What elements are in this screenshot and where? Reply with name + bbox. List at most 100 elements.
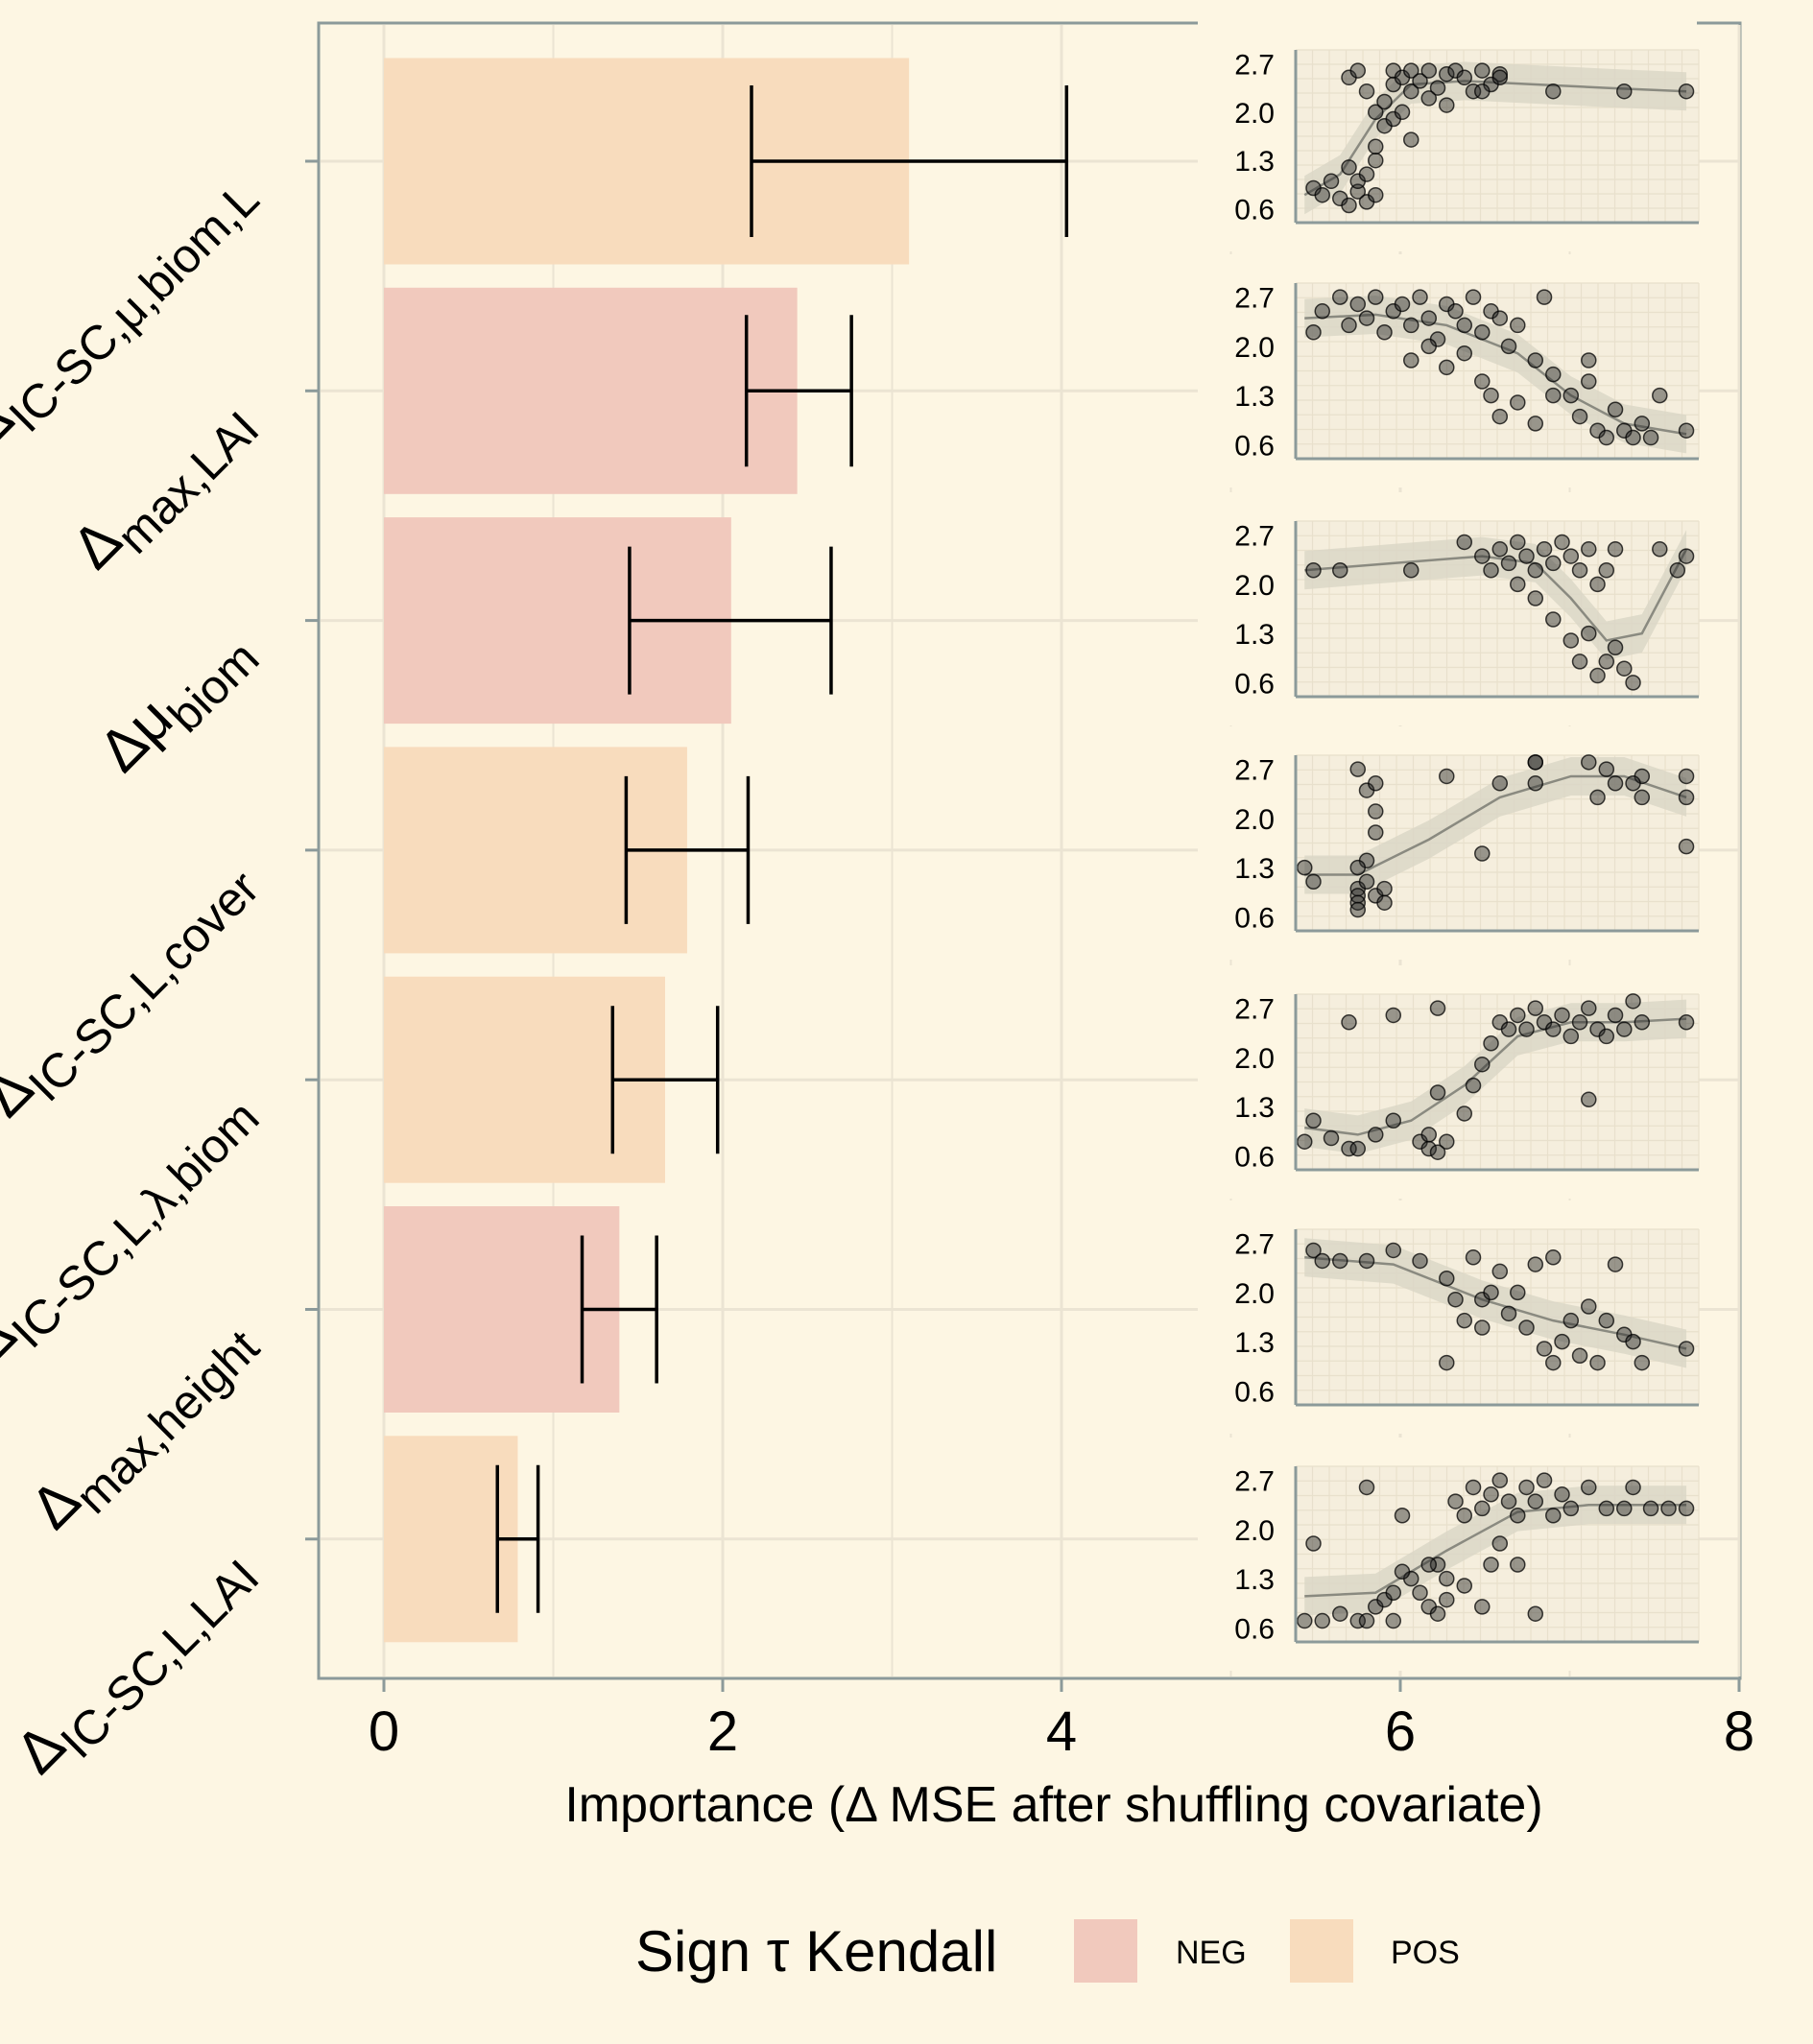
inset-point (1589, 667, 1606, 684)
inset-point (1571, 1347, 1588, 1365)
inset-point (1332, 289, 1348, 305)
inset-point (1545, 1507, 1562, 1524)
inset-point (1545, 83, 1562, 100)
inset-point (1349, 859, 1367, 876)
inset-point (1545, 387, 1562, 404)
y-tick-label: Δμbiom (86, 612, 270, 796)
inset-point (1439, 65, 1455, 83)
inset-point (1634, 1014, 1651, 1031)
inset-point (1412, 1584, 1428, 1602)
inset-point (1589, 576, 1606, 593)
inset-tick-label: 2.0 (1234, 98, 1275, 130)
inset-confidence-band (1304, 295, 1687, 454)
inset-tick-label: 1.3 (1234, 146, 1275, 178)
inset-point (1368, 803, 1384, 820)
inset-point (1536, 1341, 1553, 1357)
inset-point (1598, 429, 1615, 446)
inset-point (1376, 894, 1393, 911)
inset-point (1314, 1252, 1331, 1270)
inset-point (1500, 555, 1517, 572)
inset-point (1678, 789, 1695, 806)
inset-confidence-band (1304, 1485, 1687, 1616)
inset-point (1474, 373, 1491, 390)
inset-point (1510, 576, 1526, 593)
inset-tick-label: 0.6 (1234, 430, 1275, 462)
inset-tick-label: 2.7 (1234, 1229, 1275, 1261)
inset-point (1571, 561, 1588, 579)
inset-point (1581, 352, 1597, 368)
inset-point (1332, 1605, 1348, 1622)
inset-point (1376, 93, 1393, 110)
x-tick-label: 4 (1046, 1700, 1077, 1763)
inset-point (1474, 1599, 1491, 1615)
inset-point (1518, 1319, 1535, 1336)
inset-point (1465, 1077, 1482, 1094)
inset-point (1341, 159, 1357, 176)
inset-point (1368, 775, 1384, 792)
inset-point (1634, 1354, 1651, 1371)
inset-tick-label: 2.0 (1234, 1278, 1275, 1310)
inset-point (1660, 1500, 1677, 1517)
inset-point (1323, 1129, 1340, 1147)
inset-point (1349, 62, 1367, 79)
inset-point (1527, 1000, 1544, 1016)
inset-point (1607, 639, 1624, 656)
inset-point (1491, 69, 1509, 86)
inset-tick-label: 2.7 (1234, 49, 1275, 81)
inset-point (1518, 548, 1535, 564)
inset-point (1474, 1056, 1491, 1073)
inset-tick-label: 2.0 (1234, 570, 1275, 602)
inset-point (1616, 1500, 1633, 1517)
legend-key (1290, 1919, 1353, 1983)
inset-point (1500, 1493, 1517, 1509)
inset-point (1403, 62, 1419, 79)
inset-plot: 2.7 2.0 1.3 0.6 (1198, 1200, 1700, 1434)
inset-point (1394, 1563, 1411, 1581)
inset-point (1678, 838, 1695, 855)
inset-point (1349, 1140, 1367, 1157)
inset-point (1439, 359, 1455, 376)
inset-point (1305, 1112, 1322, 1129)
inset-point (1554, 1486, 1570, 1503)
inset-point (1510, 1557, 1526, 1573)
y-axis: ΔIC-SC,μ,biom,LΔmax,LAIΔμbiomΔIC-SC,L,co… (0, 159, 319, 1796)
inset-point (1554, 1333, 1570, 1350)
inset-point (1607, 541, 1624, 558)
inset-tick-label: 1.3 (1234, 853, 1275, 885)
inset-point (1625, 429, 1641, 446)
inset-point (1429, 1000, 1446, 1016)
inset-point (1465, 1479, 1482, 1496)
inset-point (1678, 83, 1695, 100)
inset-tick-label: 2.0 (1234, 332, 1275, 364)
inset-point (1385, 1612, 1402, 1629)
inset-point (1447, 1493, 1464, 1509)
inset-point (1297, 859, 1313, 876)
inset-point (1465, 1249, 1482, 1266)
inset-point (1358, 166, 1375, 182)
inset-point (1447, 303, 1464, 320)
inset-point (1358, 873, 1375, 891)
inset-point (1581, 754, 1597, 771)
inset-point (1678, 422, 1695, 439)
inset-point (1563, 548, 1580, 564)
inset-point (1483, 1486, 1499, 1503)
inset-point (1358, 310, 1375, 326)
inset-point (1412, 1252, 1428, 1270)
inset-point (1474, 548, 1491, 564)
inset-point (1483, 1284, 1499, 1301)
inset-point (1412, 73, 1428, 89)
inset-point (1563, 387, 1580, 404)
inset-tick-label: 2.7 (1234, 994, 1275, 1026)
inset-plot: 2.7 2.0 1.3 0.6 (1198, 1438, 1700, 1671)
inset-point (1314, 1612, 1331, 1629)
inset-point (1678, 1014, 1695, 1031)
inset-point (1385, 1112, 1402, 1129)
inset-point (1420, 62, 1438, 79)
y-tick-label: ΔIC-SC,L,LAI (3, 1531, 269, 1796)
inset-point (1491, 408, 1509, 425)
inset-point (1669, 561, 1686, 579)
inset-point (1634, 789, 1651, 806)
inset-point (1554, 1007, 1570, 1024)
inset-tick-label: 0.6 (1234, 1376, 1275, 1408)
inset-point (1368, 289, 1384, 305)
